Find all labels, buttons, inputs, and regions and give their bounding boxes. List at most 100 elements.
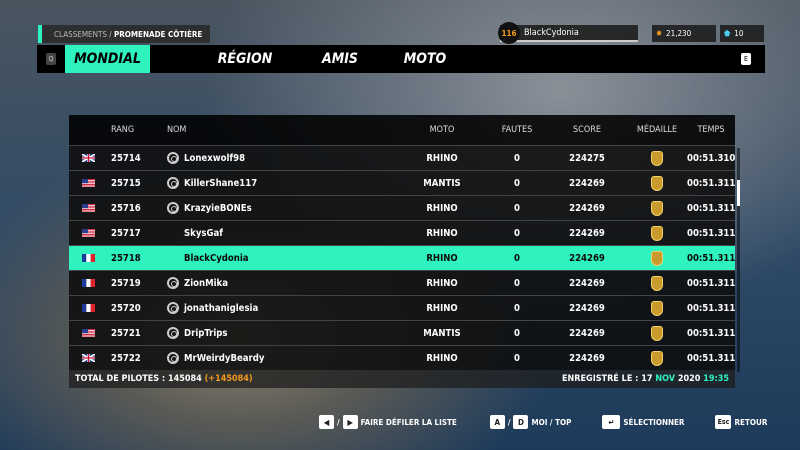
rank: 25722 [111, 352, 141, 364]
gold-medal-icon [651, 225, 663, 241]
time: 00:51.311 [687, 302, 736, 314]
player-name: MrWeirdyBeardy [184, 352, 265, 364]
rank: 25714 [111, 152, 141, 164]
back-hint: RETOUR [734, 417, 768, 427]
moto: RHINO [426, 302, 458, 314]
flag-icon [69, 329, 107, 337]
player-name: BlackCydonia [184, 252, 249, 264]
rank: 25720 [111, 302, 141, 314]
time: 00:51.311 [687, 202, 736, 214]
tab-amis[interactable]: AMIS [321, 51, 359, 67]
gold-medal-icon [651, 250, 663, 266]
score: 224269 [569, 227, 605, 239]
esc-key[interactable]: Esc [715, 415, 732, 429]
tab-moto[interactable]: MOTO [403, 51, 447, 67]
faults: 0 [514, 327, 520, 339]
tab-region[interactable]: RÉGION [217, 51, 273, 67]
uplay-icon [167, 302, 179, 314]
table-header: RANG NOM MOTO FAUTES SCORE MÉDAILLE TEMP… [69, 115, 735, 145]
key-d[interactable]: D [513, 415, 529, 429]
uplay-icon [167, 327, 179, 339]
table-row[interactable]: 25722 MrWeirdyBeardy RHINO 0 224269 00:5… [69, 345, 735, 370]
table-row[interactable]: 25718 BlackCydonia RHINO 0 224269 00:51.… [69, 245, 735, 270]
header-medal: MÉDAILLE [636, 125, 678, 135]
gold-medal-icon [651, 325, 663, 341]
score: 224269 [569, 177, 605, 189]
player-name: ZionMika [184, 277, 228, 289]
uplay-icon [167, 277, 179, 289]
gold-medal-icon [651, 350, 663, 366]
flag-icon [69, 279, 107, 287]
level-badge: 116 [498, 22, 520, 44]
gold-medal-icon [651, 275, 663, 291]
breadcrumb: CLASSEMENTS / PROMENADE CÔTIÈRE [38, 25, 211, 43]
header-faults: FAUTES [501, 125, 533, 135]
leaderboard-table: RANG NOM MOTO FAUTES SCORE MÉDAILLE TEMP… [69, 115, 735, 388]
score: 224269 [569, 277, 605, 289]
right-arrow-key[interactable]: ▶ [342, 415, 358, 429]
flag-icon [69, 179, 107, 187]
score: 224269 [569, 352, 605, 364]
time: 00:51.311 [687, 352, 736, 364]
table-row[interactable]: 25721 DripTrips MANTIS 0 224269 00:51.31… [69, 320, 735, 345]
scroll-hint: FAIRE DÉFILER LA LISTE [360, 417, 457, 427]
tab-bar: Q MONDIAL RÉGION AMIS MOTO E [37, 45, 765, 73]
score: 224269 [569, 252, 605, 264]
player-name: jonathaniglesia [184, 302, 259, 314]
score: 224269 [569, 302, 605, 314]
player-name: Lonexwolf98 [184, 152, 246, 164]
tab-mondial[interactable]: MONDIAL [65, 45, 150, 73]
table-row[interactable]: 25720 jonathaniglesia RHINO 0 224269 00:… [69, 295, 735, 320]
control-hints: ◀ / ▶ FAIRE DÉFILER LA LISTE A / D MOI / TOP… [316, 415, 767, 429]
gold-medal-icon [651, 300, 663, 316]
flag-icon [69, 229, 107, 237]
faults: 0 [514, 352, 520, 364]
moto: RHINO [426, 277, 458, 289]
flag-icon [69, 304, 107, 312]
prev-tab-key[interactable]: Q [46, 53, 56, 65]
table-row[interactable]: 25714 Lonexwolf98 RHINO 0 224275 00:51.3… [69, 145, 735, 170]
total-delta: (+145084) [204, 374, 253, 384]
time: 00:51.311 [687, 252, 736, 264]
key-a[interactable]: A [489, 415, 505, 429]
time: 00:51.310 [687, 152, 736, 164]
moto: RHINO [426, 252, 458, 264]
moto: RHINO [426, 152, 458, 164]
gems-counter: ⬟ 10 [720, 25, 764, 42]
player-profile[interactable]: 116 BlackCydonia [498, 22, 638, 44]
gold-medal-icon [651, 200, 663, 216]
coin-icon: ✹ [656, 29, 663, 38]
table-row[interactable]: 25716 KrazyieBONEs RHINO 0 224269 00:51.… [69, 195, 735, 220]
score: 224269 [569, 202, 605, 214]
next-tab-key[interactable]: E [741, 53, 751, 65]
left-arrow-key[interactable]: ◀ [319, 415, 334, 429]
time: 00:51.311 [687, 227, 736, 239]
header-moto: MOTO [429, 125, 455, 135]
flag-icon [69, 204, 107, 212]
player-name: KrazyieBONEs [184, 202, 252, 214]
rank: 25717 [111, 227, 141, 239]
header-score: SCORE [573, 125, 601, 135]
rank: 25719 [111, 277, 141, 289]
rank: 25716 [111, 202, 141, 214]
rank: 25715 [111, 177, 141, 189]
faults: 0 [514, 202, 520, 214]
scrollbar[interactable] [737, 148, 740, 372]
scrollbar-thumb[interactable] [737, 180, 740, 206]
faults: 0 [514, 227, 520, 239]
uplay-icon [167, 202, 179, 214]
score: 224269 [569, 327, 605, 339]
moto: MANTIS [423, 327, 461, 339]
player-name: SkysGaf [184, 227, 223, 239]
table-row[interactable]: 25719 ZionMika RHINO 0 224269 00:51.311 [69, 270, 735, 295]
moi-top-hint: MOI / TOP [531, 417, 572, 427]
time: 00:51.311 [687, 177, 736, 189]
moto: RHINO [426, 352, 458, 364]
total-pilots: TOTAL DE PILOTES : 145084 [75, 374, 202, 384]
table-footer: TOTAL DE PILOTES : 145084 (+145084) ENRE… [69, 370, 735, 388]
player-name: KillerShane117 [184, 177, 258, 189]
table-row[interactable]: 25715 KillerShane117 MANTIS 0 224269 00:… [69, 170, 735, 195]
coins-counter: ✹ 21,230 [652, 25, 716, 42]
table-row[interactable]: 25717 SkysGaf RHINO 0 224269 00:51.311 [69, 220, 735, 245]
enter-key-icon[interactable]: ↵ [602, 415, 621, 429]
